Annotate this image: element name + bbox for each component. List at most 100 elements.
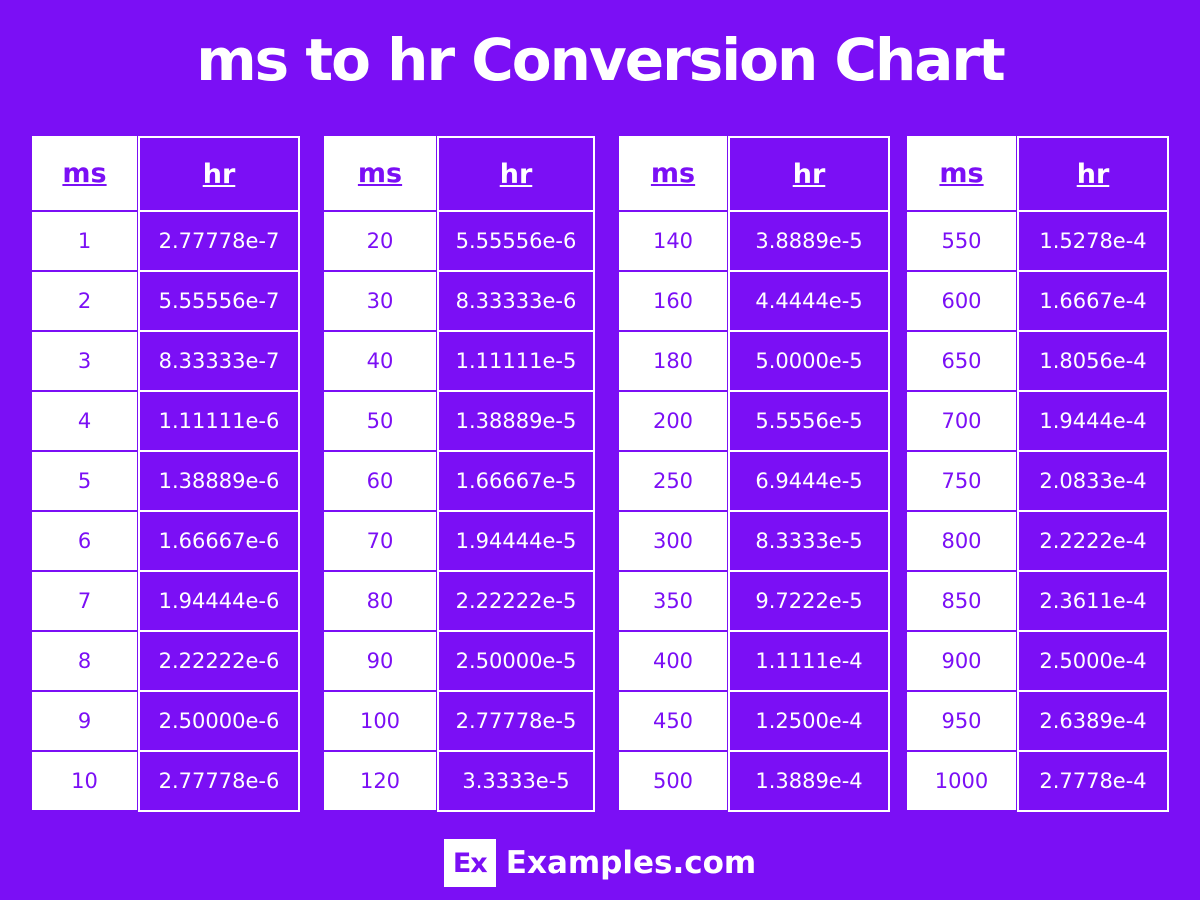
hr-cell: 8.3333e-5 bbox=[728, 512, 890, 572]
ms-cell: 50 bbox=[324, 392, 437, 452]
hr-cell: 1.94444e-6 bbox=[138, 572, 300, 632]
ms-cell: 60 bbox=[324, 452, 437, 512]
ms-cell: 200 bbox=[619, 392, 728, 452]
hr-cell: 1.6667e-4 bbox=[1017, 272, 1169, 332]
ms-header: ms bbox=[32, 136, 138, 212]
hr-cell: 1.3889e-4 bbox=[728, 752, 890, 812]
ms-cell: 950 bbox=[907, 692, 1017, 752]
ms-cell: 750 bbox=[907, 452, 1017, 512]
hr-cell: 9.7222e-5 bbox=[728, 572, 890, 632]
ms-cell: 7 bbox=[32, 572, 138, 632]
ms-cell: 10 bbox=[32, 752, 138, 812]
ms-cell: 100 bbox=[324, 692, 437, 752]
hr-cell: 1.66667e-5 bbox=[437, 452, 595, 512]
hr-cell: 8.33333e-6 bbox=[437, 272, 595, 332]
ms-header: ms bbox=[907, 136, 1017, 212]
hr-cell: 2.50000e-5 bbox=[437, 632, 595, 692]
ms-header: ms bbox=[619, 136, 728, 212]
ms-cell: 1000 bbox=[907, 752, 1017, 812]
ms-cell: 160 bbox=[619, 272, 728, 332]
ms-cell: 4 bbox=[32, 392, 138, 452]
examples-logo-icon: Ex bbox=[443, 839, 496, 887]
hr-cell: 2.77778e-5 bbox=[437, 692, 595, 752]
hr-cell: 1.11111e-6 bbox=[138, 392, 300, 452]
ms-cell: 40 bbox=[324, 332, 437, 392]
ms-cell: 900 bbox=[907, 632, 1017, 692]
hr-column: hr 5.55556e-6 8.33333e-6 1.11111e-5 1.38… bbox=[437, 136, 595, 812]
footer-brand: Ex Examples.com bbox=[0, 839, 1200, 887]
ms-cell: 300 bbox=[619, 512, 728, 572]
ms-cell: 3 bbox=[32, 332, 138, 392]
hr-cell: 1.1111e-4 bbox=[728, 632, 890, 692]
hr-cell: 5.5556e-5 bbox=[728, 392, 890, 452]
ms-cell: 850 bbox=[907, 572, 1017, 632]
hr-header: hr bbox=[138, 136, 300, 212]
hr-cell: 1.38889e-6 bbox=[138, 452, 300, 512]
ms-cell: 500 bbox=[619, 752, 728, 812]
hr-header: hr bbox=[437, 136, 595, 212]
ms-cell: 20 bbox=[324, 212, 437, 272]
ms-cell: 6 bbox=[32, 512, 138, 572]
conversion-table-2: ms 20 30 40 50 60 70 80 90 100 120 hr 5.… bbox=[324, 136, 595, 812]
hr-cell: 3.3333e-5 bbox=[437, 752, 595, 812]
hr-cell: 6.9444e-5 bbox=[728, 452, 890, 512]
ms-cell: 30 bbox=[324, 272, 437, 332]
hr-cell: 2.3611e-4 bbox=[1017, 572, 1169, 632]
ms-cell: 8 bbox=[32, 632, 138, 692]
hr-cell: 2.7778e-4 bbox=[1017, 752, 1169, 812]
hr-cell: 2.50000e-6 bbox=[138, 692, 300, 752]
hr-cell: 2.77778e-6 bbox=[138, 752, 300, 812]
conversion-table-4: ms 550 600 650 700 750 800 850 900 950 1… bbox=[907, 136, 1169, 812]
hr-column: hr 2.77778e-7 5.55556e-7 8.33333e-7 1.11… bbox=[138, 136, 300, 812]
ms-cell: 250 bbox=[619, 452, 728, 512]
ms-cell: 180 bbox=[619, 332, 728, 392]
hr-column: hr 3.8889e-5 4.4444e-5 5.0000e-5 5.5556e… bbox=[728, 136, 890, 812]
hr-column: hr 1.5278e-4 1.6667e-4 1.8056e-4 1.9444e… bbox=[1017, 136, 1169, 812]
ms-cell: 450 bbox=[619, 692, 728, 752]
ms-cell: 550 bbox=[907, 212, 1017, 272]
hr-cell: 1.66667e-6 bbox=[138, 512, 300, 572]
ms-cell: 5 bbox=[32, 452, 138, 512]
ms-cell: 80 bbox=[324, 572, 437, 632]
ms-cell: 350 bbox=[619, 572, 728, 632]
ms-cell: 120 bbox=[324, 752, 437, 812]
hr-cell: 8.33333e-7 bbox=[138, 332, 300, 392]
conversion-table-1: ms 1 2 3 4 5 6 7 8 9 10 hr 2.77778e-7 5.… bbox=[32, 136, 300, 812]
ms-cell: 2 bbox=[32, 272, 138, 332]
hr-cell: 1.9444e-4 bbox=[1017, 392, 1169, 452]
ms-cell: 650 bbox=[907, 332, 1017, 392]
ms-column: ms 20 30 40 50 60 70 80 90 100 120 bbox=[324, 136, 437, 812]
hr-cell: 1.2500e-4 bbox=[728, 692, 890, 752]
ms-cell: 90 bbox=[324, 632, 437, 692]
ms-cell: 400 bbox=[619, 632, 728, 692]
hr-cell: 2.6389e-4 bbox=[1017, 692, 1169, 752]
brand-name: Examples.com bbox=[505, 845, 757, 881]
hr-cell: 2.77778e-7 bbox=[138, 212, 300, 272]
ms-cell: 140 bbox=[619, 212, 728, 272]
page-title: ms to hr Conversion Chart bbox=[196, 26, 1006, 94]
hr-cell: 1.38889e-5 bbox=[437, 392, 595, 452]
hr-header: hr bbox=[728, 136, 890, 212]
conversion-tables: ms 1 2 3 4 5 6 7 8 9 10 hr 2.77778e-7 5.… bbox=[0, 136, 1200, 816]
ms-cell: 800 bbox=[907, 512, 1017, 572]
ms-column: ms 550 600 650 700 750 800 850 900 950 1… bbox=[907, 136, 1017, 812]
hr-cell: 5.55556e-6 bbox=[437, 212, 595, 272]
ms-column: ms 1 2 3 4 5 6 7 8 9 10 bbox=[32, 136, 138, 812]
hr-cell: 5.0000e-5 bbox=[728, 332, 890, 392]
hr-header: hr bbox=[1017, 136, 1169, 212]
ms-cell: 1 bbox=[32, 212, 138, 272]
conversion-table-3: ms 140 160 180 200 250 300 350 400 450 5… bbox=[619, 136, 890, 812]
hr-cell: 2.0833e-4 bbox=[1017, 452, 1169, 512]
ms-cell: 70 bbox=[324, 512, 437, 572]
hr-cell: 5.55556e-7 bbox=[138, 272, 300, 332]
ms-cell: 9 bbox=[32, 692, 138, 752]
hr-cell: 2.2222e-4 bbox=[1017, 512, 1169, 572]
hr-cell: 1.5278e-4 bbox=[1017, 212, 1169, 272]
hr-cell: 3.8889e-5 bbox=[728, 212, 890, 272]
hr-cell: 1.94444e-5 bbox=[437, 512, 595, 572]
hr-cell: 2.22222e-5 bbox=[437, 572, 595, 632]
ms-cell: 600 bbox=[907, 272, 1017, 332]
ms-cell: 700 bbox=[907, 392, 1017, 452]
hr-cell: 1.8056e-4 bbox=[1017, 332, 1169, 392]
hr-cell: 4.4444e-5 bbox=[728, 272, 890, 332]
